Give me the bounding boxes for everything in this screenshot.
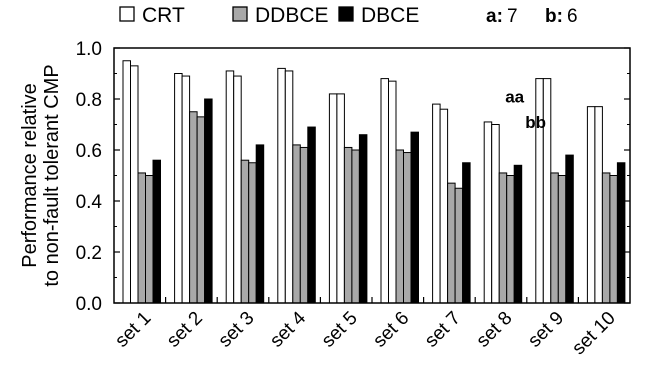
bar-ddbce xyxy=(351,149,360,304)
bar-ddbce xyxy=(403,152,412,304)
x-tick-label: set 1 xyxy=(111,308,155,352)
legend-note-value: 7 xyxy=(507,6,518,27)
y-tick-label: 0.4 xyxy=(76,192,103,213)
bar-dbce xyxy=(152,159,161,304)
y-axis: 0.0 0.2 0.4 0.6 0.8 1.0 Performance relativeto… xyxy=(19,39,630,315)
bar-ddbce xyxy=(447,182,456,304)
bar-dbce xyxy=(565,154,574,304)
x-tick-label: set 3 xyxy=(215,308,259,352)
bar-ddbce xyxy=(137,172,146,304)
bar-dbce xyxy=(462,162,471,304)
annotation-bb: bb xyxy=(525,113,546,132)
legend-label-crt: CRT xyxy=(142,4,185,27)
x-tick-label: set 10 xyxy=(568,308,619,359)
bar-ddbce xyxy=(343,146,353,304)
y-tick-label: 0.2 xyxy=(76,243,102,264)
legend-note-value: 6 xyxy=(567,6,578,27)
x-tick-label: set 5 xyxy=(318,308,362,352)
bar-crt xyxy=(439,108,449,304)
bar-ddbce xyxy=(609,175,618,304)
bar-ddbce xyxy=(550,172,559,304)
bar-crt xyxy=(181,75,191,304)
x-tick-label: set 6 xyxy=(369,308,413,352)
x-tick-label: set 4 xyxy=(266,307,310,351)
y-axis-title-line: to non-fault tolerant CMP xyxy=(41,64,63,286)
bar-ddbce xyxy=(299,146,309,304)
legend-label-dbce: DBCE xyxy=(361,4,419,27)
bar-crt xyxy=(594,106,603,304)
x-tick-label: set 2 xyxy=(163,308,207,352)
annotation-aa: aa xyxy=(505,87,524,106)
bar-crt xyxy=(336,93,345,304)
legend-swatch-crt xyxy=(119,6,135,22)
bar-dbce xyxy=(513,164,523,304)
bar-ddbce xyxy=(240,159,250,304)
bar-crt xyxy=(284,70,294,304)
bar-crt xyxy=(586,106,596,304)
bar-ddbce xyxy=(196,116,206,304)
bar-ddbce xyxy=(601,172,611,304)
x-tick-label: set 7 xyxy=(421,308,465,352)
legend-note-key: a: xyxy=(486,6,503,27)
bar-crt xyxy=(225,70,235,304)
y-axis-title: Performance relativeto non-fault toleran… xyxy=(19,64,63,286)
bar-crt xyxy=(491,124,500,304)
legend-note-key: b: xyxy=(545,6,563,27)
bar-ddbce xyxy=(498,172,508,304)
y-tick-label: 0.8 xyxy=(76,90,102,111)
bar-crt xyxy=(233,75,242,304)
bar-crt xyxy=(432,103,441,304)
bar-crt xyxy=(122,60,131,304)
bar-crt xyxy=(483,121,493,304)
bar-crt xyxy=(277,67,286,304)
bar-ddbce xyxy=(292,144,301,304)
legend: CRT DDBCE DBCE a: 7 b: 6 xyxy=(119,4,578,27)
bar-dbce xyxy=(307,126,316,304)
legend-swatch-dbce xyxy=(338,6,354,22)
legend-label-ddbce: DDBCE xyxy=(255,4,329,27)
bar-dbce xyxy=(616,162,626,304)
bar-dbce xyxy=(255,144,265,304)
bar-crt xyxy=(388,80,397,304)
bars xyxy=(122,60,626,304)
bar-dbce xyxy=(410,131,419,304)
bar-ddbce xyxy=(395,149,404,304)
y-tick-label: 0.6 xyxy=(76,141,102,162)
bar-crt xyxy=(328,93,338,304)
bar-ddbce xyxy=(557,175,567,304)
y-tick-label: 1.0 xyxy=(76,39,102,60)
bar-ddbce xyxy=(454,187,464,304)
bar-crt xyxy=(380,78,389,304)
x-axis: set 1 set 2 set 3 set 4 set 5 set 6 set 7 set 8… xyxy=(111,297,620,359)
bar-ddbce xyxy=(189,111,198,304)
bar-crt xyxy=(130,65,139,304)
bar-crt xyxy=(174,73,183,304)
bar-dbce xyxy=(204,98,213,304)
x-tick-label: set 9 xyxy=(524,308,568,352)
y-axis-title-line: Performance relative xyxy=(19,83,41,268)
bar-ddbce xyxy=(145,175,154,304)
bar-ddbce xyxy=(506,175,515,304)
legend-swatch-ddbce xyxy=(232,6,248,22)
bar-ddbce xyxy=(248,162,257,304)
bar-dbce xyxy=(358,134,368,304)
x-tick-label: set 8 xyxy=(473,308,517,352)
y-tick-label: 0.0 xyxy=(76,294,102,315)
